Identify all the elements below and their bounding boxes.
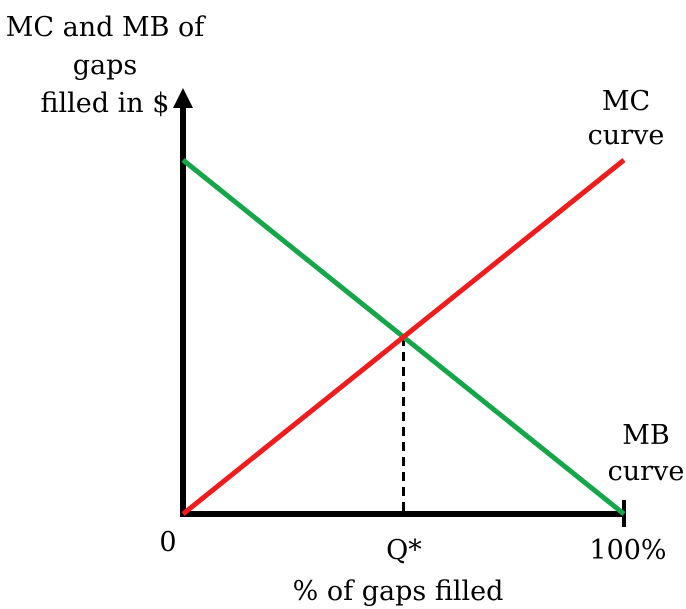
y-axis-label-line-1: MC and MB of bbox=[6, 12, 207, 43]
x-tick-origin: 0 bbox=[159, 527, 176, 558]
mb-curve-label-line-2: curve bbox=[608, 456, 685, 487]
mb-curve-label-line-1: MB bbox=[622, 420, 670, 451]
mc-curve-label-line-2: curve bbox=[588, 120, 665, 151]
x-tick-q-star: Q* bbox=[386, 535, 422, 566]
y-axis-label-line-3: filled in $ bbox=[41, 88, 170, 119]
x-axis-label: % of gaps filled bbox=[293, 576, 504, 607]
y-axis-label-line-2: gaps bbox=[73, 50, 138, 81]
mc-curve-line bbox=[181, 158, 626, 516]
x-tick-100-percent: 100% bbox=[589, 535, 666, 566]
mc-curve-label-line-1: MC bbox=[602, 86, 650, 117]
y-axis-arrowhead bbox=[173, 88, 193, 108]
